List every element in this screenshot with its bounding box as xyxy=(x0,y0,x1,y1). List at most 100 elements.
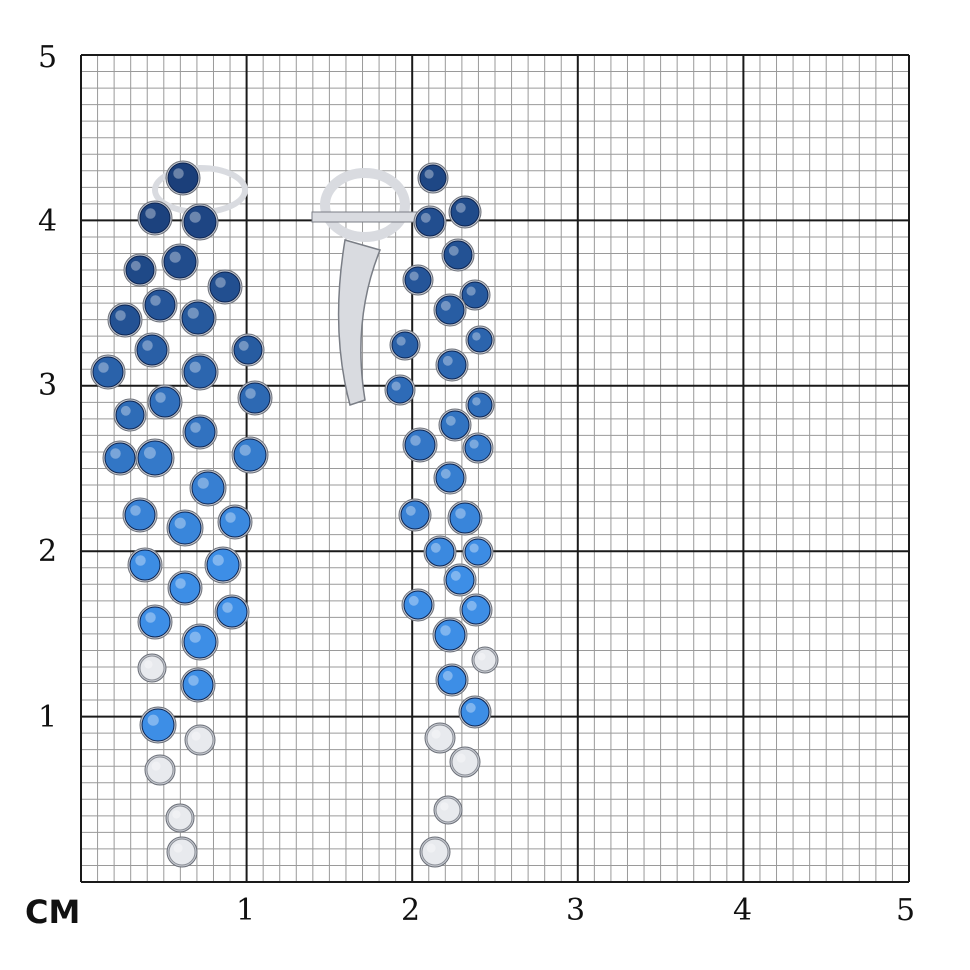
stone-highlight xyxy=(477,652,486,661)
stone-highlight xyxy=(150,295,161,306)
diamond-stone xyxy=(139,655,165,681)
stone-highlight xyxy=(197,477,209,489)
sapphire-stone xyxy=(464,434,492,462)
stone-highlight xyxy=(440,468,451,479)
stone-highlight xyxy=(405,505,416,516)
diamond-stone xyxy=(426,724,454,752)
sapphire-stone xyxy=(191,471,225,505)
sapphire-stone xyxy=(115,400,145,430)
sapphire-stone xyxy=(460,697,490,727)
sapphire-stone xyxy=(184,416,216,448)
sapphire-stone xyxy=(440,410,470,440)
stone-highlight xyxy=(188,675,199,686)
sapphire-stone xyxy=(139,606,171,638)
sapphire-stone xyxy=(400,500,430,530)
stone-highlight xyxy=(173,168,184,179)
stone-highlight xyxy=(189,361,201,373)
stone-highlight xyxy=(391,381,401,391)
x-tick-5: 5 xyxy=(896,893,916,928)
clip-loop xyxy=(320,168,410,242)
sapphire-stone xyxy=(149,386,181,418)
x-tick-1: 1 xyxy=(236,893,256,928)
stone-highlight xyxy=(225,512,236,523)
stone-highlight xyxy=(442,355,453,366)
diamond-stone xyxy=(421,838,449,866)
stone-highlight xyxy=(466,600,477,611)
stone-highlight xyxy=(189,211,201,223)
sapphire-stone xyxy=(404,429,436,461)
stone-highlight xyxy=(189,631,201,643)
stone-highlight xyxy=(130,505,141,516)
stone-highlight xyxy=(175,578,186,589)
stone-highlight xyxy=(144,660,153,669)
sapphire-stone xyxy=(467,392,493,418)
y-tick-1: 1 xyxy=(38,700,58,735)
stone-highlight xyxy=(469,439,479,449)
sapphire-stone xyxy=(129,549,161,581)
stone-highlight xyxy=(135,555,146,566)
y-tick-3: 3 xyxy=(38,368,58,403)
stone-highlight xyxy=(115,310,126,321)
diamond-stone xyxy=(451,748,479,776)
stone-highlight xyxy=(173,843,183,853)
stone-highlight xyxy=(212,554,224,566)
left-earring xyxy=(90,160,273,868)
sapphire-stone xyxy=(125,255,155,285)
stone-highlight xyxy=(190,422,201,433)
stone-highlight xyxy=(440,300,451,311)
y-tick-2: 2 xyxy=(38,534,58,569)
stone-highlight xyxy=(238,340,249,351)
right-earring xyxy=(311,162,499,868)
stone-highlight xyxy=(245,388,256,399)
stone-highlight xyxy=(440,802,449,811)
stone-highlight xyxy=(456,753,466,763)
clip-lever xyxy=(337,239,382,406)
diamond-stone xyxy=(168,838,196,866)
sapphire-stone xyxy=(183,625,217,659)
stone-highlight xyxy=(143,446,156,459)
sapphire-stone xyxy=(124,499,156,531)
diamond-stone xyxy=(146,756,174,784)
x-tick-2: 2 xyxy=(401,893,421,928)
stone-highlight xyxy=(424,169,434,179)
stone-highlight xyxy=(410,435,421,446)
sapphire-stone xyxy=(239,382,271,414)
sapphire-stone xyxy=(183,205,217,239)
stone-highlight xyxy=(450,570,461,581)
sapphire-stone xyxy=(104,442,136,474)
grid xyxy=(80,54,910,883)
sapphire-stone xyxy=(141,708,175,742)
stone-highlight xyxy=(142,340,153,351)
sapphire-stone xyxy=(233,335,263,365)
diamond-stone xyxy=(186,726,214,754)
sapphire-stone xyxy=(163,245,197,279)
stone-highlight xyxy=(466,286,476,296)
stone-highlight xyxy=(120,405,131,416)
sapphire-stone xyxy=(137,440,173,476)
stone-highlight xyxy=(465,702,476,713)
stone-highlight xyxy=(172,810,181,819)
sapphire-stone xyxy=(464,538,492,566)
stone-highlight xyxy=(151,761,161,771)
stone-highlight xyxy=(222,602,233,613)
sapphire-stone xyxy=(434,619,466,651)
sapphire-stone xyxy=(461,595,491,625)
sapphire-stone xyxy=(461,281,489,309)
y-tick-5: 5 xyxy=(38,40,58,75)
sapphire-stone xyxy=(437,350,467,380)
stone-highlight xyxy=(187,307,199,319)
diamond-stone xyxy=(473,648,497,672)
clip-post xyxy=(311,211,423,223)
stone-highlight xyxy=(408,595,419,606)
sapphire-stone xyxy=(449,502,481,534)
sapphire-stone xyxy=(182,669,214,701)
sapphire-stone xyxy=(209,271,241,303)
stone-highlight xyxy=(110,448,121,459)
stone-highlight xyxy=(420,212,431,223)
stone-highlight xyxy=(191,731,201,741)
stone-highlight xyxy=(440,625,451,636)
sapphire-stone xyxy=(169,572,201,604)
sapphire-stone xyxy=(445,565,475,595)
stone-highlight xyxy=(472,332,481,341)
sapphire-stone xyxy=(443,240,473,270)
